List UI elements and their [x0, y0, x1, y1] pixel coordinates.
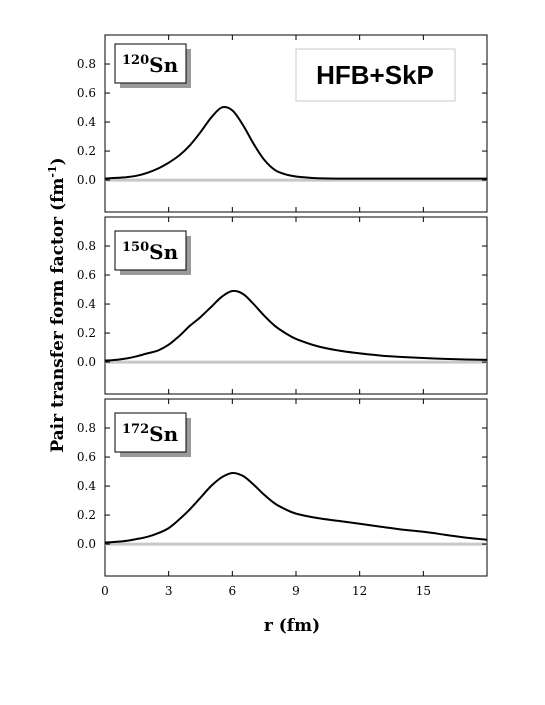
x-tick-label: 3	[165, 584, 173, 598]
panel-2-element-symbol: Sn	[149, 240, 178, 264]
x-axis-ticks: 0 3 6 9 12 15	[101, 584, 431, 598]
panel-3-nucleus-label: 172Sn	[114, 412, 191, 457]
panel-2-y-tick-label: 0.6	[77, 268, 96, 282]
x-tick-label: 9	[292, 584, 300, 598]
panel-2-label-box	[114, 230, 187, 271]
panel-2-y-ticks: 0.0 0.2 0.4 0.6 0.8	[77, 217, 487, 394]
y-axis-title: Pair transfer form factor (fm-1)	[46, 157, 68, 452]
panel-2-curve	[104, 289, 488, 362]
panel-3-y-tick-label: 0.6	[77, 450, 96, 464]
panel-3-element-symbol: Sn	[149, 422, 178, 446]
panel-2-mass-number: 150	[122, 240, 149, 255]
panel-1-label-box	[114, 43, 187, 84]
panel-2-y-tick-label: 0.2	[77, 326, 96, 340]
panel-1-y-ticks: 0.0 0.2 0.4 0.6 0.8	[77, 35, 487, 212]
panel-1-y-tick-label: 0.6	[77, 86, 96, 100]
x-tick-label: 15	[416, 584, 431, 598]
x-axis-title: r (fm)	[264, 616, 320, 636]
panel-1-y-tick-label: 0.8	[77, 57, 96, 71]
panel-2-y-tick-label: 0.8	[77, 239, 96, 253]
method-annotation: HFB+SkP	[295, 48, 456, 102]
panel-1-y-tick-label: 0.2	[77, 144, 96, 158]
panel-2: 0.0 0.2 0.4 0.6 0.8 150Sn	[77, 216, 488, 395]
y-axis-unit-exponent: -1	[46, 165, 59, 177]
panel-3-y-tick-label: 0.0	[77, 537, 96, 551]
y-axis-title-text: Pair transfer form factor	[48, 216, 68, 453]
panel-1: 0.0 0.2 0.4 0.6 0.8 120Sn HFB+SkP	[77, 34, 488, 213]
panel-2-y-tick-label: 0.0	[77, 355, 96, 369]
panel-3-y-tick-label: 0.4	[77, 479, 96, 493]
x-tick-label: 0	[101, 584, 109, 598]
method-annotation-box	[295, 48, 456, 102]
panel-3-y-tick-label: 0.2	[77, 508, 96, 522]
panel-3-label-box	[114, 412, 187, 453]
panel-3-mass-number: 172	[122, 422, 149, 437]
panel-3-y-ticks: 0.0 0.2 0.4 0.6 0.8	[77, 399, 487, 576]
panel-1-y-tick-label: 0.4	[77, 115, 96, 129]
x-tick-label: 6	[229, 584, 237, 598]
panel-1-element-symbol: Sn	[149, 53, 178, 77]
y-axis-unit: fm	[48, 178, 68, 203]
x-tick-label: 12	[352, 584, 367, 598]
panel-1-y-tick-label: 0.0	[77, 173, 96, 187]
panel-3-y-tick-label: 0.8	[77, 421, 96, 435]
panel-3-curve	[104, 471, 488, 544]
panel-1-curve	[104, 106, 487, 180]
panel-1-mass-number: 120	[122, 53, 149, 68]
panel-2-nucleus-label: 150Sn	[114, 230, 191, 275]
panel-2-y-tick-label: 0.4	[77, 297, 96, 311]
method-annotation-text: HFB+SkP	[316, 60, 434, 90]
panel-3: 0.0 0.2 0.4 0.6 0.8 172Sn	[77, 398, 488, 577]
panel-1-nucleus-label-text: 120Sn	[122, 53, 179, 77]
panel-2-nucleus-label-text: 150Sn	[122, 240, 179, 264]
panel-3-nucleus-label-text: 172Sn	[122, 422, 179, 446]
panel-1-nucleus-label: 120Sn	[114, 43, 191, 88]
